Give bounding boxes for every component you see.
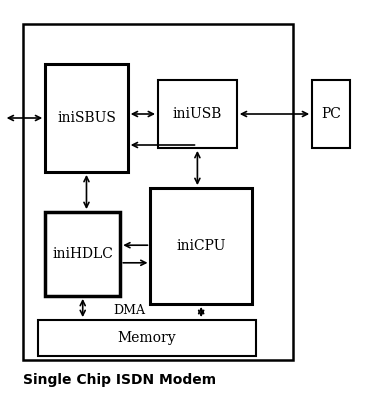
Text: iniHDLC: iniHDLC [52,247,113,261]
Text: iniUSB: iniUSB [173,107,222,121]
Bar [45,64,128,172]
Bar [150,188,252,304]
Text: PC: PC [321,107,341,121]
Text: Memory: Memory [117,331,176,345]
Bar [23,24,293,360]
Bar [158,80,237,148]
Bar [45,212,120,296]
Bar [312,80,350,148]
Text: DMA: DMA [114,304,146,316]
Text: iniCPU: iniCPU [176,239,226,253]
Bar [38,320,256,356]
Text: Single Chip ISDN Modem: Single Chip ISDN Modem [23,373,216,387]
Text: iniSBUS: iniSBUS [57,111,116,125]
